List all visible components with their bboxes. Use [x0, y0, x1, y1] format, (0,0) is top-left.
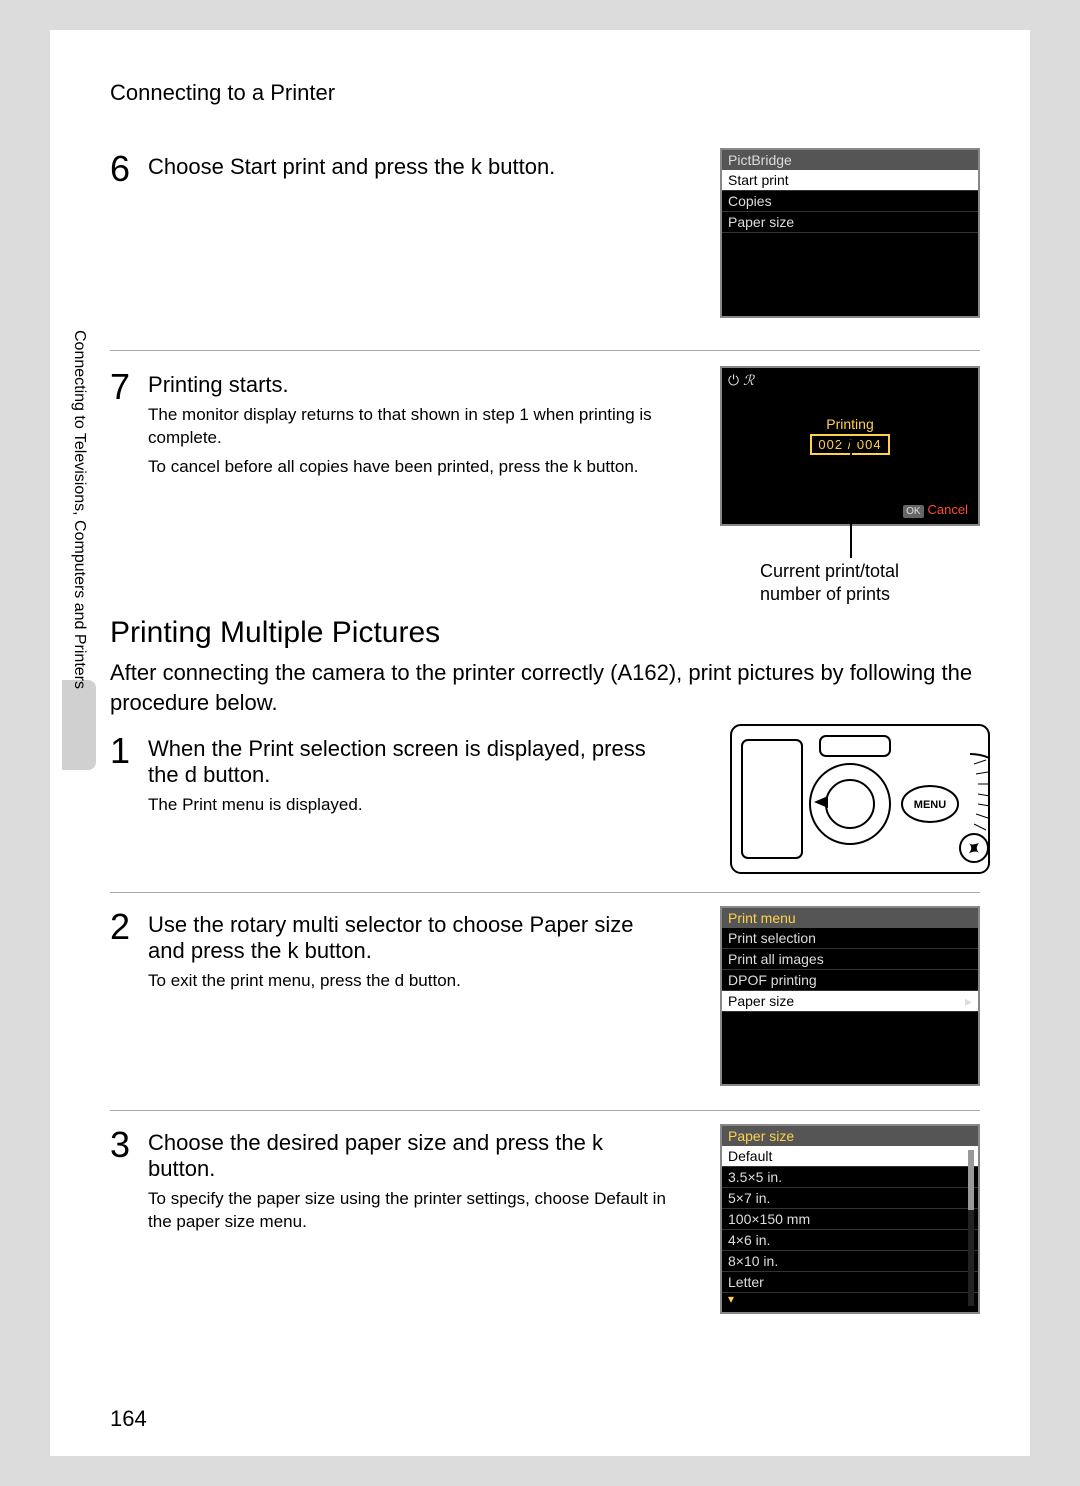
- lcd-row: Copies: [722, 191, 978, 212]
- t-glyph: k: [573, 457, 582, 476]
- lcd-row: Paper size: [722, 991, 978, 1012]
- t: Print selection: [248, 736, 386, 761]
- section-para: After connecting the camera to the print…: [110, 658, 980, 717]
- t-glyph: k: [592, 1130, 603, 1155]
- mstep1-p1: The Print menu is displayed.: [148, 794, 668, 817]
- t: button.: [148, 1156, 215, 1181]
- lcd-row: DPOF printing: [722, 970, 978, 991]
- t: To cancel before all copies have been pr…: [148, 457, 573, 476]
- lcd-row: Print all images: [722, 949, 978, 970]
- t-glyph: d: [395, 971, 404, 990]
- cancel-label: OKCancel: [903, 502, 968, 518]
- t-glyph: k: [287, 938, 298, 963]
- mstep2-p1: To exit the print menu, press the d butt…: [148, 970, 668, 993]
- mstep3-number: 3: [110, 1124, 130, 1166]
- t: and press the: [148, 938, 287, 963]
- leader: [840, 440, 860, 442]
- t: The: [148, 795, 182, 814]
- t: button.: [582, 457, 639, 476]
- mstep1-title: When the Print selection screen is displ…: [148, 730, 668, 788]
- mstep1-number: 1: [110, 730, 130, 772]
- lcd-title: Paper size: [722, 1126, 978, 1146]
- lcd-row: Default: [722, 1146, 978, 1167]
- section-title: Printing Multiple Pictures: [110, 616, 440, 650]
- t: Paper size: [530, 912, 634, 937]
- menu-label: MENU: [914, 799, 946, 811]
- t: Use the rotary multi selector to choose: [148, 912, 530, 937]
- camera-illustration: MENU: [730, 724, 990, 874]
- lcd-title: Print menu: [722, 908, 978, 928]
- step6-text: Choose Start print and press the k butto…: [148, 148, 555, 180]
- lcd-row: 3.5×5 in.: [722, 1167, 978, 1188]
- lcd-row: Start print: [722, 170, 978, 191]
- t-glyph: d: [185, 762, 197, 787]
- t: Default: [594, 1189, 648, 1208]
- t-glyph: k: [471, 154, 482, 179]
- lcd-paper-size: Paper size Default3.5×5 in.5×7 in.100×15…: [720, 1124, 980, 1314]
- lcd-row: 5×7 in.: [722, 1188, 978, 1209]
- lcd-title: PictBridge: [722, 150, 978, 170]
- printing-label: Printing: [722, 416, 978, 432]
- lcd-row: 8×10 in.: [722, 1251, 978, 1272]
- breadcrumb: Connecting to a Printer: [110, 80, 335, 106]
- t: number of prints: [760, 584, 890, 604]
- t: When the: [148, 736, 248, 761]
- t: Choose the desired paper size and press …: [148, 1130, 592, 1155]
- t: button.: [482, 154, 555, 179]
- scrollbar-track: [968, 1150, 974, 1306]
- t: button.: [298, 938, 371, 963]
- t-bold: Start print: [230, 154, 325, 179]
- t: After connecting the camera to the print…: [110, 660, 617, 685]
- mstep3-title: Choose the desired paper size and press …: [148, 1124, 668, 1182]
- mstep2-title: Use the rotary multi selector to choose …: [148, 906, 668, 964]
- step6-number: 6: [110, 148, 130, 190]
- scrollbar-thumb: [968, 1150, 974, 1210]
- lcd-row: 100×150 mm: [722, 1209, 978, 1230]
- t: To specify the paper size using the prin…: [148, 1189, 594, 1208]
- t: is displayed.: [264, 795, 362, 814]
- step7-p1: The monitor display returns to that show…: [148, 404, 668, 450]
- page-number: 164: [110, 1406, 147, 1432]
- side-label: Connecting to Televisions, Computers and…: [68, 330, 88, 830]
- lcd-print-menu: Print menu Print selectionPrint all imag…: [720, 906, 980, 1086]
- lcd-row: 4×6 in.: [722, 1230, 978, 1251]
- t: Current print/total: [760, 561, 899, 581]
- lcd-row: Letter: [722, 1272, 978, 1293]
- mstep2-number: 2: [110, 906, 130, 948]
- t: Choose: [148, 154, 230, 179]
- t: Print menu: [182, 795, 264, 814]
- t: button.: [197, 762, 270, 787]
- step7-title: Printing starts.: [148, 366, 668, 398]
- step7-p2: To cancel before all copies have been pr…: [148, 456, 668, 479]
- ok-icon: OK: [903, 505, 923, 518]
- power-icons: ⏻ ℛ: [722, 368, 978, 394]
- mstep3-p1: To specify the paper size using the prin…: [148, 1188, 668, 1234]
- printing-caption: Current print/total number of prints: [760, 560, 980, 607]
- page: Connecting to a Printer Connecting to Te…: [50, 30, 1030, 1456]
- leader: [850, 442, 852, 558]
- t: button.: [404, 971, 461, 990]
- lcd-pictbridge: PictBridge Start printCopiesPaper size: [720, 148, 980, 318]
- t-glyph: A: [617, 660, 632, 685]
- step7-number: 7: [110, 366, 130, 408]
- t: and press the: [325, 154, 471, 179]
- t: To exit the print menu, press the: [148, 971, 395, 990]
- down-arrow-icon: ▾: [728, 1292, 734, 1306]
- lcd-row: Paper size: [722, 212, 978, 233]
- lcd-row: Print selection: [722, 928, 978, 949]
